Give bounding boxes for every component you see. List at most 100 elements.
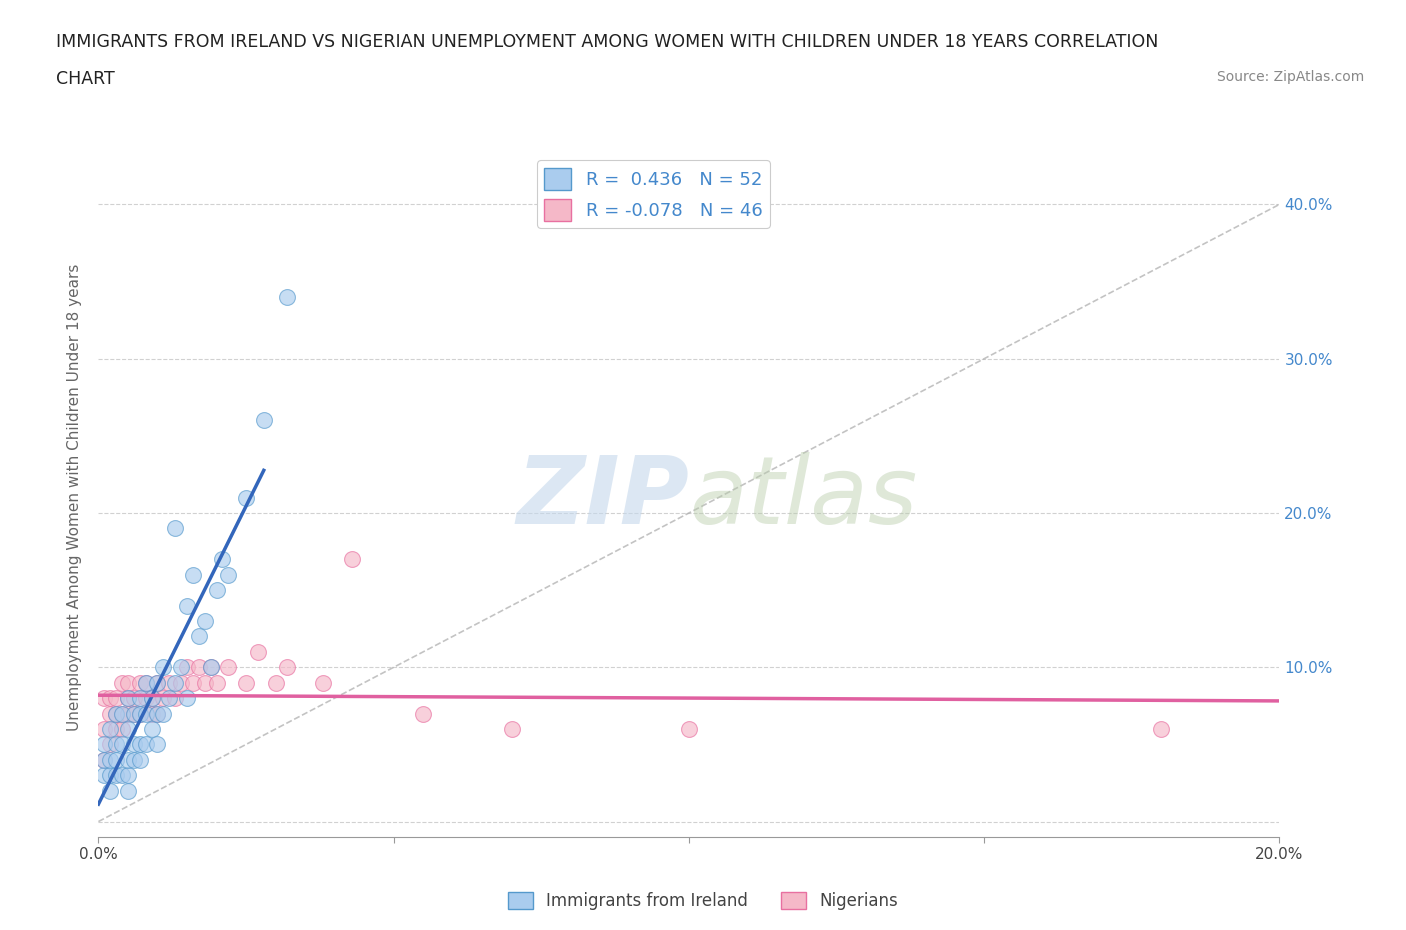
Point [141,722,163,737]
Point [105,768,128,783]
Point [128,691,150,706]
Point [93,722,115,737]
Point [117,752,139,767]
Point [246,644,269,659]
Point [235,675,257,690]
Point [187,629,209,644]
Point [264,675,287,690]
Legend: R =  0.436   N = 52, R = -0.078   N = 46: R = 0.436 N = 52, R = -0.078 N = 46 [537,160,770,228]
Point [152,660,174,675]
Point [200,660,222,675]
Point [93,752,115,767]
Point [200,660,222,675]
Point [276,660,298,675]
Point [165,675,187,690]
Point [205,675,228,690]
Point [170,660,193,675]
Point [176,660,198,675]
Point [128,706,150,721]
Point [117,691,139,706]
Point [117,783,139,798]
Text: CHART: CHART [56,70,115,87]
Point [111,706,134,721]
Point [141,691,163,706]
Point [98,768,121,783]
Point [1150,722,1173,737]
Point [412,706,434,721]
Point [111,737,134,751]
Point [111,706,134,721]
Point [141,706,163,721]
Point [117,675,139,690]
Text: atlas: atlas [689,452,917,543]
Point [181,567,204,582]
Point [117,706,139,721]
Point [135,675,157,690]
Point [122,752,145,767]
Point [117,768,139,783]
Point [181,675,204,690]
Point [98,783,121,798]
Point [217,660,239,675]
Point [135,737,157,751]
Legend: Immigrants from Ireland, Nigerians: Immigrants from Ireland, Nigerians [501,885,905,917]
Point [217,567,239,582]
Point [105,737,128,751]
Point [93,737,115,751]
Point [117,722,139,737]
Point [111,675,134,690]
Point [117,691,139,706]
Point [128,706,150,721]
Point [194,675,217,690]
Point [122,706,145,721]
Point [187,660,209,675]
Point [152,706,174,721]
Text: IMMIGRANTS FROM IRELAND VS NIGERIAN UNEMPLOYMENT AMONG WOMEN WITH CHILDREN UNDER: IMMIGRANTS FROM IRELAND VS NIGERIAN UNEM… [56,33,1159,50]
Text: ZIP: ZIP [516,452,689,543]
Point [122,691,145,706]
Point [93,768,115,783]
Point [135,675,157,690]
Point [194,614,217,629]
Point [98,752,121,767]
Point [105,752,128,767]
Text: Source: ZipAtlas.com: Source: ZipAtlas.com [1216,70,1364,84]
Point [111,768,134,783]
Point [98,706,121,721]
Point [93,691,115,706]
Point [312,675,335,690]
Point [157,675,180,690]
Point [141,691,163,706]
Point [678,722,700,737]
Point [211,551,233,566]
Point [157,691,180,706]
Point [111,722,134,737]
Point [176,691,198,706]
Point [146,675,169,690]
Point [342,551,364,566]
Point [135,691,157,706]
Y-axis label: Unemployment Among Women with Children Under 18 years: Unemployment Among Women with Children U… [67,264,83,731]
Point [105,706,128,721]
Point [146,737,169,751]
Point [165,691,187,706]
Point [105,691,128,706]
Point [122,706,145,721]
Point [93,752,115,767]
Point [146,706,169,721]
Point [165,521,187,536]
Point [98,691,121,706]
Point [501,722,523,737]
Point [253,413,276,428]
Point [276,289,298,304]
Point [105,706,128,721]
Point [135,706,157,721]
Point [170,675,193,690]
Point [205,583,228,598]
Point [146,675,169,690]
Point [128,752,150,767]
Point [98,722,121,737]
Point [122,737,145,751]
Point [98,737,121,751]
Point [146,706,169,721]
